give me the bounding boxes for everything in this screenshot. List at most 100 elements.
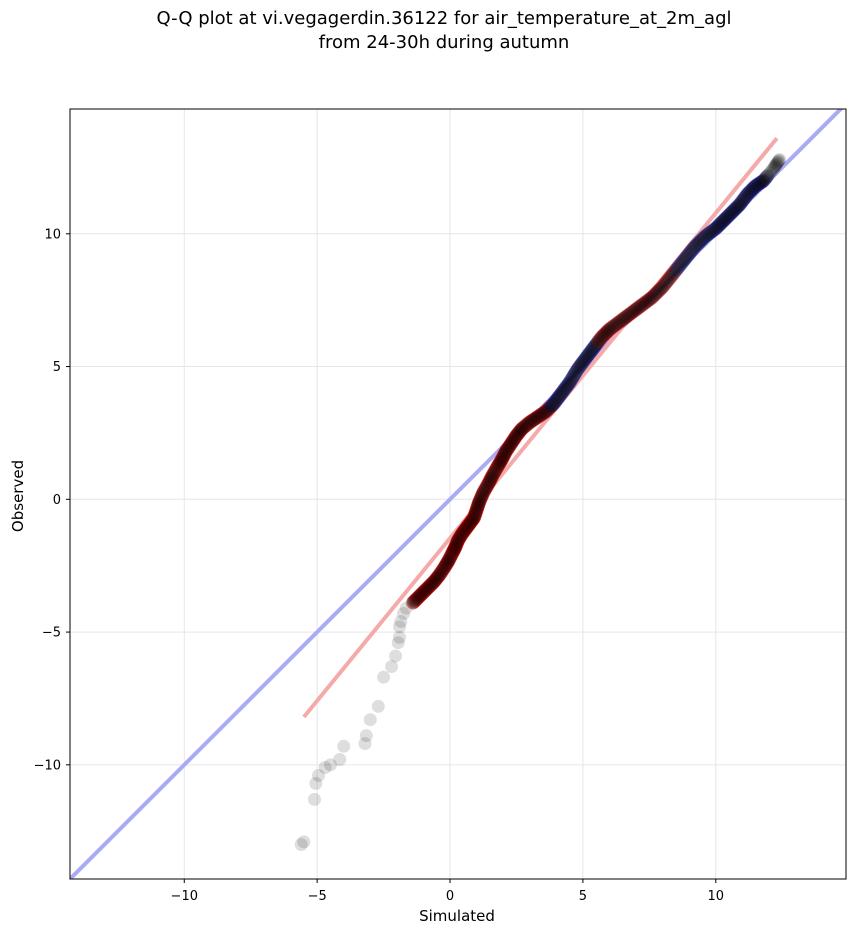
qq-point bbox=[421, 579, 436, 594]
qq-point bbox=[626, 304, 641, 319]
qq-point bbox=[458, 521, 473, 536]
qq-point bbox=[738, 189, 753, 204]
qq-point bbox=[469, 502, 484, 517]
qq-point bbox=[409, 591, 424, 606]
qq-point bbox=[662, 271, 677, 286]
qq-point bbox=[478, 482, 493, 497]
qq-point bbox=[740, 186, 755, 201]
qq-point bbox=[498, 445, 513, 460]
qq-point bbox=[543, 400, 558, 415]
y-tick-label: −10 bbox=[34, 758, 61, 773]
chart-title-line-1: Q-Q plot at vi.vegagerdin.36122 for air_… bbox=[157, 8, 732, 29]
qq-point bbox=[496, 449, 511, 464]
qq-point bbox=[663, 269, 678, 284]
qq-point bbox=[639, 294, 654, 309]
qq-point bbox=[473, 492, 488, 507]
qq-point bbox=[437, 560, 452, 575]
qq-point bbox=[463, 515, 478, 530]
qq-point bbox=[654, 281, 669, 296]
qq-point bbox=[519, 418, 534, 433]
qq-point bbox=[422, 578, 437, 593]
qq-point bbox=[504, 436, 519, 451]
qq-point bbox=[450, 534, 465, 549]
qq-point bbox=[547, 395, 562, 410]
qq-point bbox=[363, 713, 377, 727]
qq-point bbox=[494, 452, 509, 467]
qq-point bbox=[607, 318, 622, 333]
qq-point bbox=[492, 456, 507, 471]
qq-point bbox=[427, 573, 442, 588]
qq-point bbox=[505, 434, 520, 449]
qq-point bbox=[443, 548, 458, 563]
qq-point bbox=[511, 425, 526, 440]
qq-point bbox=[434, 565, 449, 580]
qq-point bbox=[450, 535, 465, 550]
qq-point bbox=[512, 424, 527, 439]
qq-point bbox=[459, 520, 474, 535]
qq-point bbox=[608, 317, 623, 332]
qq-point bbox=[548, 394, 563, 409]
qq-point bbox=[507, 432, 522, 447]
qq-point bbox=[735, 194, 750, 209]
qq-point bbox=[497, 447, 512, 462]
qq-point bbox=[448, 540, 463, 555]
qq-point bbox=[484, 471, 499, 486]
qq-point bbox=[476, 485, 491, 500]
qq-point bbox=[462, 516, 477, 531]
qq-point bbox=[689, 237, 704, 252]
qq-point bbox=[435, 563, 450, 578]
y-tick-label: 0 bbox=[53, 493, 61, 508]
qq-point bbox=[476, 484, 491, 499]
qq-point bbox=[627, 303, 642, 318]
qq-point bbox=[446, 543, 461, 558]
qq-point bbox=[609, 317, 624, 332]
qq-point bbox=[475, 486, 490, 501]
qq-point bbox=[761, 168, 775, 182]
qq-point bbox=[646, 289, 661, 304]
qq-point bbox=[660, 273, 675, 288]
qq-point bbox=[430, 570, 445, 585]
y-ticks: −10 −5 0 5 10 bbox=[34, 227, 70, 773]
qq-point bbox=[692, 235, 707, 250]
qq-point bbox=[542, 401, 557, 416]
qq-point bbox=[723, 206, 738, 221]
qq-point bbox=[699, 228, 714, 243]
x-tick-label: −10 bbox=[171, 889, 198, 904]
qq-point bbox=[715, 214, 730, 229]
qq-point bbox=[484, 470, 499, 485]
qq-point bbox=[567, 366, 582, 381]
qq-point bbox=[772, 153, 786, 167]
qq-point bbox=[572, 359, 587, 374]
qq-point bbox=[415, 585, 430, 600]
qq-point bbox=[582, 345, 597, 360]
qq-point bbox=[544, 399, 559, 414]
qq-point bbox=[730, 199, 745, 214]
qq-point bbox=[555, 384, 570, 399]
qq-point bbox=[515, 421, 530, 436]
qq-point bbox=[522, 415, 537, 430]
y-axis-label: Observed bbox=[9, 460, 27, 532]
qq-point bbox=[727, 202, 742, 217]
qq-point bbox=[479, 479, 494, 494]
qq-point bbox=[480, 478, 495, 493]
qq-point bbox=[455, 526, 470, 541]
qq-point bbox=[371, 699, 385, 713]
x-ticks: −10 −5 0 5 10 bbox=[171, 879, 724, 904]
qq-point bbox=[682, 245, 697, 260]
qq-point bbox=[714, 216, 729, 231]
qq-point bbox=[311, 768, 325, 782]
qq-point bbox=[721, 209, 736, 224]
qq-point bbox=[520, 417, 535, 432]
qq-point bbox=[482, 474, 497, 489]
qq-point bbox=[429, 571, 444, 586]
qq-point bbox=[653, 282, 668, 297]
qq-point bbox=[513, 424, 528, 439]
qq-point bbox=[766, 162, 780, 176]
qq-point bbox=[428, 572, 443, 587]
qq-point bbox=[471, 496, 486, 511]
qq-point bbox=[771, 154, 785, 168]
qq-point bbox=[645, 290, 659, 305]
qq-point bbox=[750, 177, 765, 192]
qq-point bbox=[647, 288, 662, 303]
data-points bbox=[294, 152, 787, 851]
